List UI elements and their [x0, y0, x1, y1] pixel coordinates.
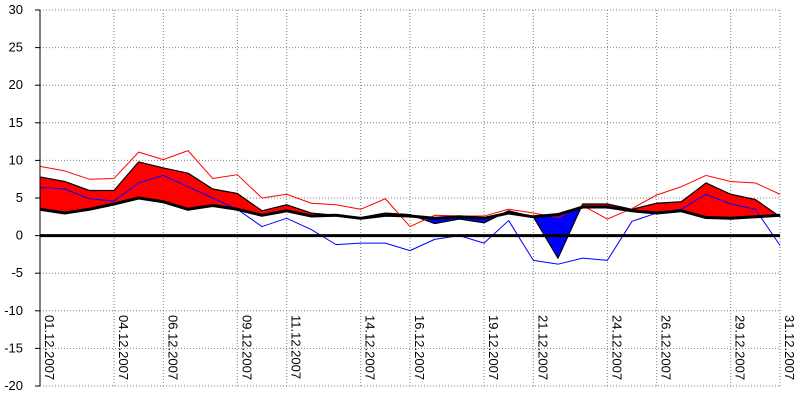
x-tick-label: 09.12.2007 [239, 315, 254, 380]
x-tick-label: 06.12.2007 [165, 315, 180, 380]
y-tick-label: -5 [11, 265, 23, 280]
series-lines [39, 150, 781, 265]
y-tick-label: -20 [4, 378, 23, 393]
x-tick-label: 01.12.2007 [42, 315, 57, 380]
x-tick-label: 21.12.2007 [535, 315, 550, 380]
area-above-segment [39, 176, 65, 214]
x-tick-label: 19.12.2007 [486, 315, 501, 380]
series-upper-line [39, 150, 781, 228]
y-tick-label: 10 [9, 152, 23, 167]
y-tick-label: 0 [16, 228, 23, 243]
y-tick-label: 20 [9, 77, 23, 92]
x-tick-label: 11.12.2007 [289, 315, 304, 379]
area-above-segment [187, 172, 213, 210]
y-tick-label: 25 [9, 40, 23, 55]
x-tick-labels: 01.12.2007 04.12.2007 06.12.2007 09.12.2007… [42, 315, 797, 380]
x-tick-label: 31.12.2007 [782, 315, 797, 380]
x-tick-label: 04.12.2007 [116, 315, 131, 380]
y-tick-label: -10 [4, 303, 23, 318]
x-tick-label: 16.12.2007 [412, 315, 427, 380]
x-tick-label: 26.12.2007 [659, 315, 674, 380]
x-tick-label: 24.12.2007 [609, 315, 624, 380]
y-tick-labels: 30 25 20 15 10 5 0 -5 -10 -15 -20 [4, 2, 23, 393]
series-middle-line [39, 161, 781, 259]
axes [35, 9, 41, 387]
y-tick-label: 5 [16, 190, 23, 205]
area-fills [39, 161, 781, 260]
series-baseline-line [39, 196, 781, 220]
y-tick-label: 30 [9, 2, 23, 17]
y-tick-label: 15 [9, 115, 23, 130]
x-tick-label: 29.12.2007 [733, 315, 748, 380]
x-tick-label: 14.12.2007 [363, 315, 378, 380]
y-tick-label: -15 [4, 340, 23, 355]
